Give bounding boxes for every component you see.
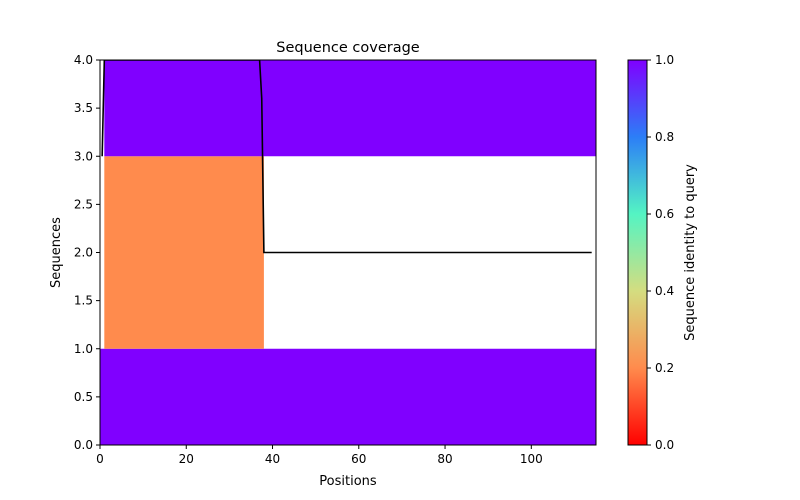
y-tick-label: 3.5 xyxy=(74,101,93,115)
y-axis-ticks: 0.0 0.5 1.0 1.5 2.0 2.5 3.0 3.5 4.0 xyxy=(74,53,100,452)
coverage-cell-2 xyxy=(104,60,596,157)
coverage-cell-1 xyxy=(104,156,264,349)
x-tick-label: 20 xyxy=(179,452,194,466)
coverage-line xyxy=(101,60,592,254)
y-tick-label: 2.5 xyxy=(74,197,93,211)
y-tick-label: 0.0 xyxy=(74,438,93,452)
x-tick-label: 80 xyxy=(437,452,452,466)
colorbar-tick-label: 0.6 xyxy=(655,207,674,221)
x-tick-label: 100 xyxy=(520,452,543,466)
colorbar xyxy=(627,59,648,446)
x-tick-label: 40 xyxy=(265,452,280,466)
coverage-cell-0 xyxy=(100,348,596,445)
plot-area xyxy=(100,60,596,445)
chart-title: Sequence coverage xyxy=(276,40,420,56)
y-tick-label: 0.5 xyxy=(74,390,93,404)
colorbar-tick-label: 0.0 xyxy=(655,438,674,452)
colorbar-tick-label: 0.8 xyxy=(655,130,674,144)
colorbar-tick-label: 0.2 xyxy=(655,361,674,375)
y-tick-label: 3.0 xyxy=(74,149,93,163)
colorbar-tick-label: 0.4 xyxy=(655,284,674,298)
y-tick-label: 4.0 xyxy=(74,53,93,67)
x-axis-label: Positions xyxy=(319,474,377,489)
colorbar-label: Sequence identity to query xyxy=(683,164,698,341)
y-tick-label: 1.0 xyxy=(74,342,93,356)
y-axis-label: Sequences xyxy=(49,217,64,288)
colorbar-tick-label: 1.0 xyxy=(655,53,674,67)
x-tick-label: 60 xyxy=(351,452,366,466)
x-axis-ticks: 0 20 40 60 80 100 xyxy=(96,445,543,466)
y-tick-label: 1.5 xyxy=(74,294,93,308)
colorbar-ticks: 0.0 0.2 0.4 0.6 0.8 1.0 xyxy=(647,53,674,452)
y-tick-label: 2.0 xyxy=(74,246,93,260)
x-tick-label: 0 xyxy=(96,452,104,466)
